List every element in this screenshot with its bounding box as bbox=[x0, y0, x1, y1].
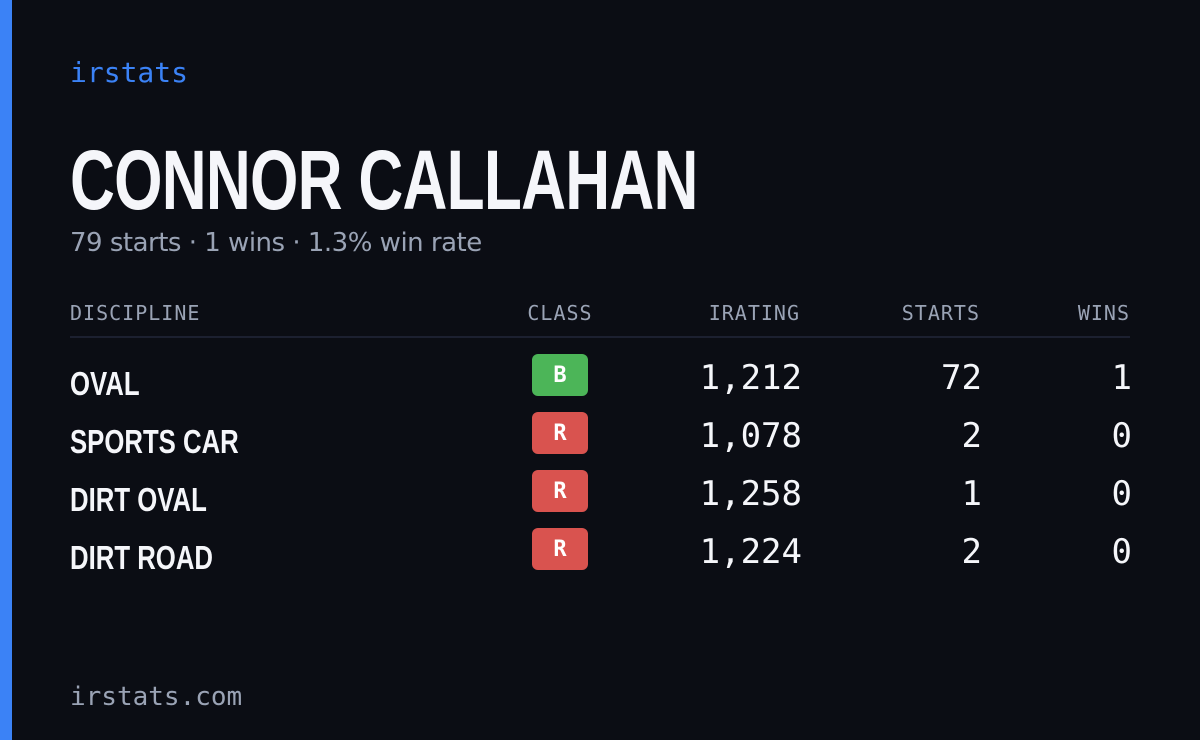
starts-cell: 2 bbox=[961, 532, 982, 572]
column-header: IRATING bbox=[708, 301, 800, 325]
discipline: DIRT OVAL bbox=[70, 481, 207, 518]
column-header: STARTS bbox=[901, 301, 980, 325]
title: CONNOR CALLAHAN bbox=[70, 133, 698, 227]
accent-bar bbox=[0, 0, 12, 740]
column-header: CLASS bbox=[527, 301, 593, 325]
class-badge: B bbox=[532, 354, 588, 396]
wins-cell: 0 bbox=[1111, 532, 1132, 572]
footer-site: irstats.com bbox=[70, 682, 243, 712]
starts-cell: 1 bbox=[961, 474, 982, 514]
starts-cell: 2 bbox=[961, 416, 982, 456]
header-rule bbox=[70, 336, 1130, 338]
irating-cell: 1,258 bbox=[699, 474, 802, 514]
class-badge: R bbox=[532, 470, 588, 512]
wins-cell: 1 bbox=[1111, 358, 1132, 398]
starts-cell: 72 bbox=[941, 358, 982, 398]
column-header: WINS bbox=[1077, 301, 1130, 325]
column-header: DISCIPLINE bbox=[70, 301, 201, 325]
brand: irstats bbox=[70, 56, 189, 89]
wins-cell: 0 bbox=[1111, 474, 1132, 514]
subtitle: 79 starts · 1 wins · 1.3% win rate bbox=[70, 228, 482, 258]
class-badge: R bbox=[532, 412, 588, 454]
class-badge: R bbox=[532, 528, 588, 570]
irating-cell: 1,224 bbox=[699, 532, 802, 572]
discipline: DIRT ROAD bbox=[70, 539, 213, 576]
discipline: OVAL bbox=[70, 365, 140, 402]
irating-cell: 1,078 bbox=[699, 416, 802, 456]
wins-cell: 0 bbox=[1111, 416, 1132, 456]
irating-cell: 1,212 bbox=[699, 358, 802, 398]
discipline: SPORTS CAR bbox=[70, 423, 239, 460]
